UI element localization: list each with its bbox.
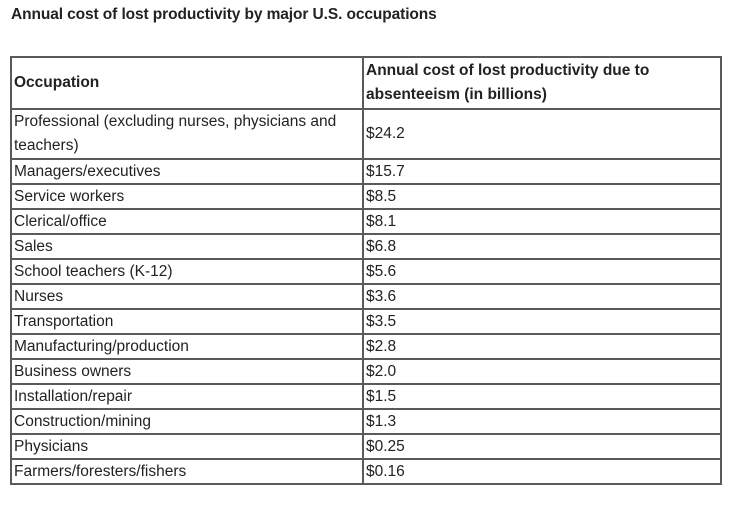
table-row: Nurses $3.6 bbox=[10, 283, 722, 310]
table-row: Sales $6.8 bbox=[10, 233, 722, 260]
table-row: Service workers $8.5 bbox=[10, 183, 722, 210]
occupation-cell: Clerical/office bbox=[10, 208, 364, 235]
cost-cell: $5.6 bbox=[362, 258, 722, 285]
table-body: Professional (excluding nurses, physicia… bbox=[10, 108, 722, 485]
occupation-cost-table: Occupation Annual cost of lost productiv… bbox=[10, 56, 722, 485]
cost-cell: $0.16 bbox=[362, 458, 722, 485]
table-row: Installation/repair $1.5 bbox=[10, 383, 722, 410]
table-row: Clerical/office $8.1 bbox=[10, 208, 722, 235]
table-row: Farmers/foresters/fishers $0.16 bbox=[10, 458, 722, 485]
header-row: Occupation Annual cost of lost productiv… bbox=[10, 56, 722, 110]
header-annual-cost: Annual cost of lost productivity due to … bbox=[362, 56, 722, 110]
occupation-cell: Transportation bbox=[10, 308, 364, 335]
cost-cell: $15.7 bbox=[362, 158, 722, 185]
occupation-cell: Physicians bbox=[10, 433, 364, 460]
table-row: Professional (excluding nurses, physicia… bbox=[10, 108, 722, 160]
table-row: Physicians $0.25 bbox=[10, 433, 722, 460]
occupation-cell: Manufacturing/production bbox=[10, 333, 364, 360]
occupation-cell: Installation/repair bbox=[10, 383, 364, 410]
cost-cell: $0.25 bbox=[362, 433, 722, 460]
table-row: Construction/mining $1.3 bbox=[10, 408, 722, 435]
cost-cell: $8.5 bbox=[362, 183, 722, 210]
cost-cell: $8.1 bbox=[362, 208, 722, 235]
occupation-cell: Service workers bbox=[10, 183, 364, 210]
table-row: Business owners $2.0 bbox=[10, 358, 722, 385]
occupation-cell: School teachers (K-12) bbox=[10, 258, 364, 285]
cost-cell: $3.5 bbox=[362, 308, 722, 335]
occupation-cell: Sales bbox=[10, 233, 364, 260]
occupation-cell: Farmers/foresters/fishers bbox=[10, 458, 364, 485]
occupation-cell: Nurses bbox=[10, 283, 364, 310]
cost-cell: $1.5 bbox=[362, 383, 722, 410]
cost-cell: $3.6 bbox=[362, 283, 722, 310]
table-header: Occupation Annual cost of lost productiv… bbox=[10, 56, 722, 110]
occupation-cell: Business owners bbox=[10, 358, 364, 385]
table-row: School teachers (K-12) $5.6 bbox=[10, 258, 722, 285]
table-row: Managers/executives $15.7 bbox=[10, 158, 722, 185]
cost-cell: $2.8 bbox=[362, 333, 722, 360]
cost-cell: $24.2 bbox=[362, 108, 722, 160]
cost-cell: $1.3 bbox=[362, 408, 722, 435]
occupation-cell: Construction/mining bbox=[10, 408, 364, 435]
table-caption: Annual cost of lost productivity by majo… bbox=[11, 6, 437, 23]
cost-cell: $6.8 bbox=[362, 233, 722, 260]
occupation-cell: Managers/executives bbox=[10, 158, 364, 185]
header-occupation: Occupation bbox=[10, 56, 364, 110]
table-row: Transportation $3.5 bbox=[10, 308, 722, 335]
table-row: Manufacturing/production $2.8 bbox=[10, 333, 722, 360]
cost-cell: $2.0 bbox=[362, 358, 722, 385]
occupation-cell: Professional (excluding nurses, physicia… bbox=[10, 108, 364, 160]
